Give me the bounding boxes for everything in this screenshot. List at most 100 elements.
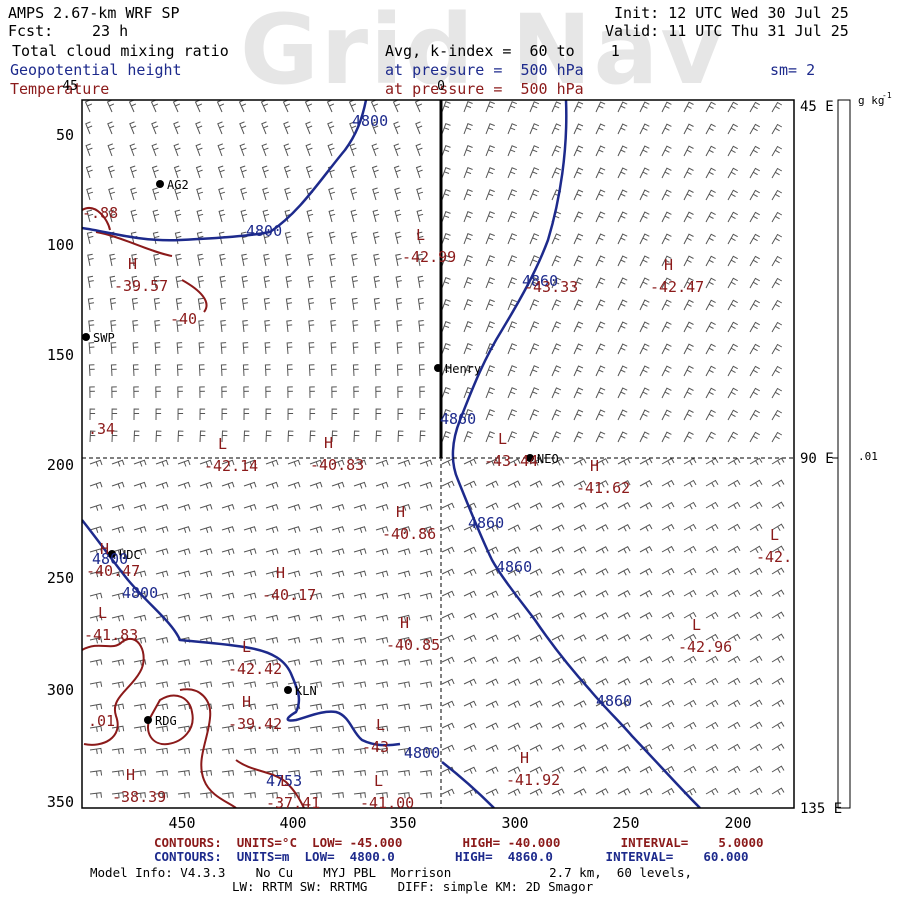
wind-barb bbox=[177, 792, 190, 799]
wind-barb bbox=[264, 342, 271, 355]
wind-barb bbox=[617, 167, 628, 179]
wind-barb bbox=[263, 297, 271, 311]
wind-barb bbox=[196, 187, 204, 201]
wind-barb bbox=[133, 614, 147, 622]
wind-barb bbox=[265, 430, 272, 443]
wind-barb bbox=[463, 590, 477, 598]
wind-barb bbox=[683, 567, 697, 576]
wind-barb bbox=[485, 123, 495, 135]
wind-barb bbox=[155, 725, 169, 732]
wind-barb bbox=[595, 387, 606, 399]
wind-barb bbox=[617, 211, 628, 223]
wind-barb bbox=[111, 792, 124, 799]
wind-barb bbox=[353, 770, 367, 777]
wind-barb bbox=[155, 681, 169, 688]
wind-barb bbox=[199, 614, 213, 622]
axis-tick-left: 250 bbox=[47, 569, 74, 587]
wind-barb bbox=[661, 721, 675, 730]
wind-barb bbox=[419, 570, 433, 578]
wind-barb bbox=[265, 459, 279, 467]
wind-barb bbox=[284, 231, 292, 245]
wind-barb bbox=[573, 167, 584, 179]
wind-barb bbox=[529, 502, 543, 510]
wind-barb bbox=[128, 100, 137, 113]
wind-barb bbox=[727, 343, 738, 355]
wind-barb bbox=[309, 503, 323, 511]
wind-barb bbox=[84, 100, 93, 113]
wind-barb bbox=[328, 209, 336, 223]
wind-barb bbox=[529, 656, 543, 664]
wind-barb bbox=[242, 364, 249, 377]
wind-barb bbox=[661, 365, 672, 377]
wind-barb bbox=[639, 123, 650, 135]
wind-barb bbox=[353, 747, 367, 755]
wind-barb bbox=[771, 277, 783, 289]
wind-barb bbox=[243, 503, 257, 511]
wind-barb bbox=[155, 637, 169, 644]
wind-barb bbox=[111, 481, 125, 489]
wind-barb bbox=[243, 681, 257, 688]
wind-barb bbox=[771, 255, 783, 267]
wind-barb-field bbox=[84, 100, 785, 799]
wind-barb bbox=[441, 123, 451, 135]
wind-barb bbox=[418, 320, 425, 333]
temperature-label: -41.83 bbox=[84, 626, 138, 644]
smoothing-value: sm= 2 bbox=[770, 61, 816, 79]
wind-barb bbox=[463, 612, 477, 620]
wind-barb bbox=[155, 659, 169, 666]
wind-barb bbox=[375, 703, 389, 710]
wind-barb bbox=[661, 743, 675, 752]
wind-barb bbox=[265, 481, 279, 489]
wind-barb bbox=[639, 590, 653, 598]
wind-barb bbox=[243, 481, 257, 489]
height-contour-label: 4800 bbox=[122, 584, 158, 602]
wind-barb bbox=[771, 589, 785, 598]
temperature-pressure: at pressure = 500 hPa bbox=[385, 80, 584, 98]
wind-barb bbox=[419, 481, 433, 489]
wind-barb bbox=[155, 408, 162, 421]
model-info-physics: LW: RRTM SW: RRTMG DIFF: simple KM: 2D S… bbox=[232, 879, 594, 894]
wind-barb bbox=[199, 592, 213, 600]
wind-barb bbox=[441, 409, 451, 421]
wind-barb bbox=[199, 526, 213, 533]
wind-barb bbox=[595, 788, 609, 796]
wind-barb bbox=[287, 459, 301, 467]
wind-barb bbox=[507, 546, 521, 554]
wind-barb bbox=[177, 770, 191, 777]
wind-barb bbox=[727, 721, 741, 730]
wind-barb bbox=[418, 342, 425, 355]
wind-barb bbox=[395, 253, 402, 267]
wind-barb bbox=[595, 189, 606, 201]
height-pressure: at pressure = 500 hPa bbox=[385, 61, 584, 79]
wind-barb bbox=[375, 570, 389, 578]
wind-barb bbox=[573, 277, 584, 289]
wind-barb bbox=[727, 321, 738, 333]
wind-barb bbox=[221, 637, 235, 644]
wind-barb bbox=[353, 408, 360, 421]
wind-barb bbox=[132, 364, 139, 377]
wind-barb bbox=[485, 480, 499, 488]
wind-barb bbox=[485, 365, 495, 377]
wind-barb bbox=[287, 770, 301, 777]
wind-barb bbox=[551, 277, 562, 289]
wind-barb bbox=[749, 343, 760, 355]
wind-barb bbox=[265, 548, 279, 556]
wind-barb bbox=[683, 677, 697, 686]
wind-barb bbox=[151, 121, 159, 135]
wind-barb bbox=[352, 364, 359, 377]
wind-barb bbox=[771, 409, 783, 421]
wind-barb bbox=[331, 386, 337, 399]
wind-barb bbox=[683, 501, 697, 510]
wind-barb bbox=[683, 123, 694, 135]
wind-barb bbox=[326, 100, 335, 113]
wind-barb bbox=[705, 677, 719, 686]
high-marker: H bbox=[126, 766, 135, 784]
wind-barb bbox=[639, 211, 650, 223]
wind-barb bbox=[727, 211, 738, 223]
wind-barb bbox=[441, 590, 455, 598]
wind-barb bbox=[507, 480, 521, 488]
wind-barb bbox=[749, 787, 763, 796]
field-height: Geopotential height bbox=[10, 61, 182, 79]
wind-barb bbox=[419, 725, 433, 732]
